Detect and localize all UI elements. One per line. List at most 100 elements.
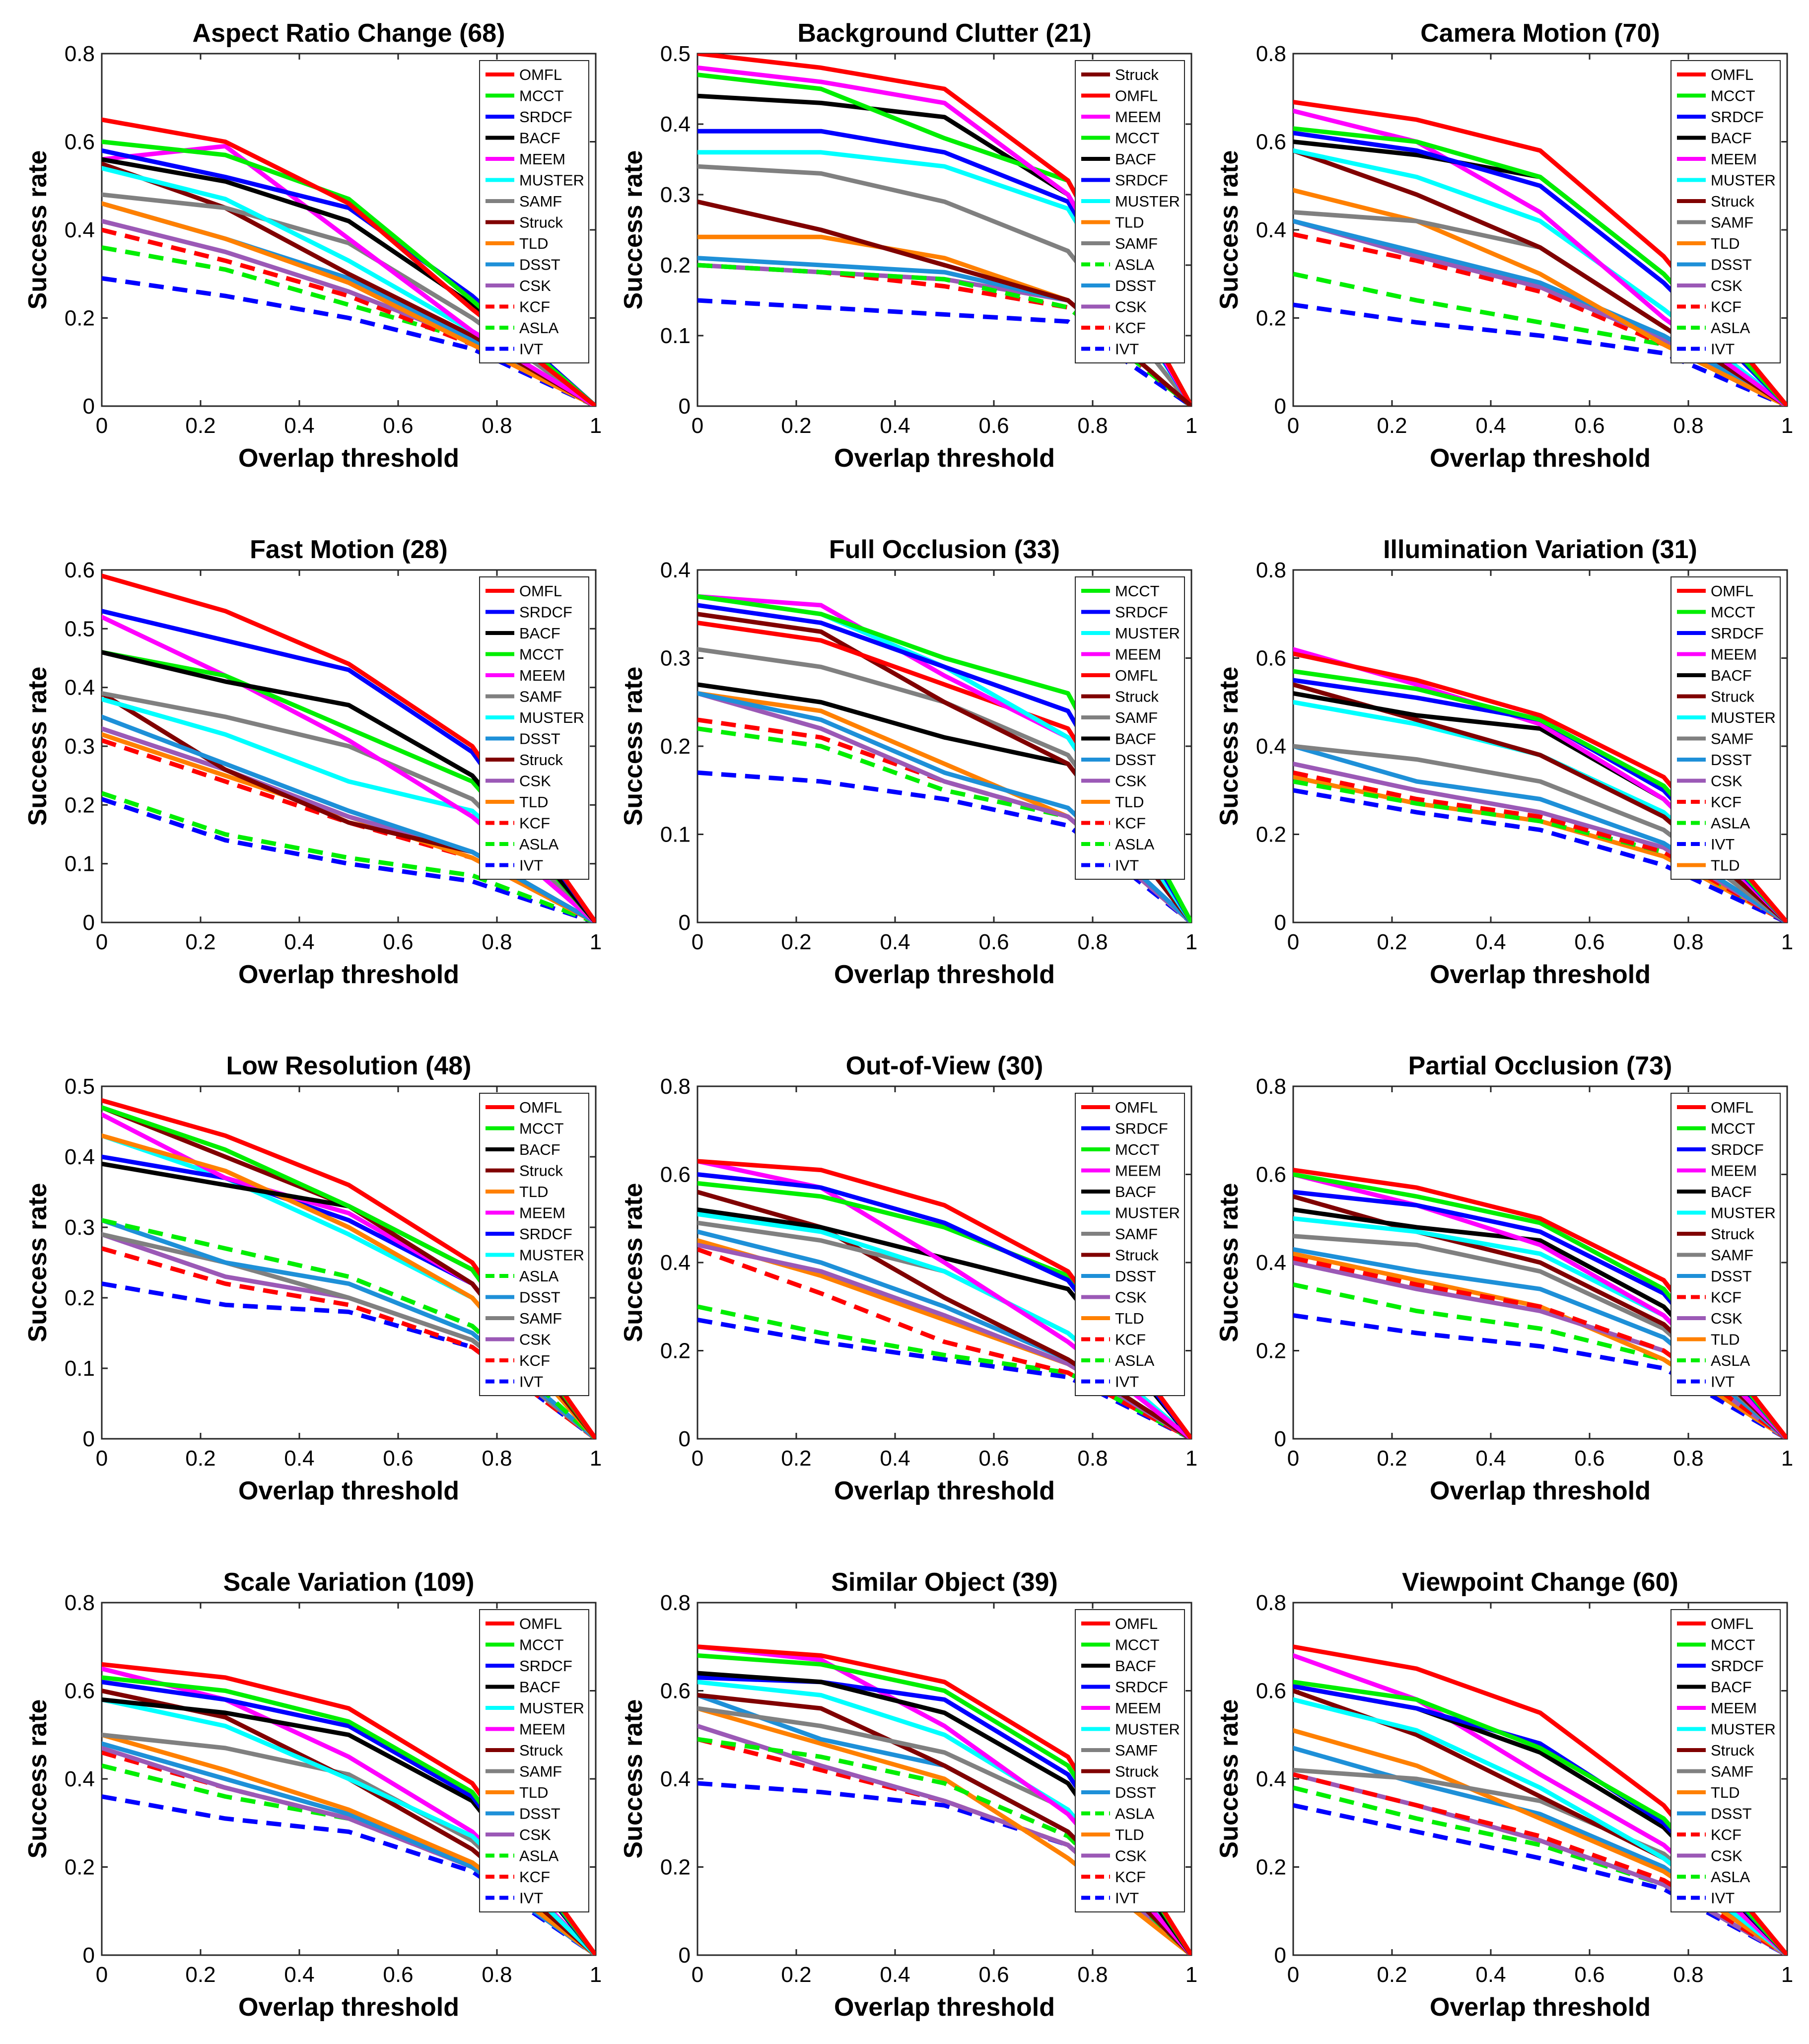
subplot-11: Similar Object (39) 0 0.2 0.4 0.6 0.8 1 0 0.2 0.4… <box>619 1568 1197 2022</box>
series-line-ivt <box>1293 788 1787 922</box>
subplot-6: Illumination Variation (31) 0 0.2 0.4 0.6 0.8… <box>1215 535 1793 989</box>
legend-label: SRDCF <box>1115 604 1168 621</box>
x-axis-label: Overlap threshold <box>834 1477 1055 1505</box>
legend-label: MCCT <box>1711 604 1755 621</box>
legend-label: SAMF <box>1115 1742 1158 1759</box>
y-tick-label: 0.2 <box>1256 823 1286 847</box>
x-tick-label: 0.2 <box>185 1963 215 1987</box>
series-line-ivt <box>102 276 596 406</box>
y-tick-label: 0 <box>1274 1943 1286 1968</box>
legend-label: BACF <box>1711 1183 1752 1200</box>
x-tick-label: 0.4 <box>880 1446 910 1471</box>
legend-label: MEEM <box>1711 646 1757 663</box>
y-tick-label: 0 <box>1274 1427 1286 1451</box>
legend-label: DSST <box>519 1289 560 1306</box>
x-tick-label: 1 <box>590 414 602 438</box>
legend-label: MUSTER <box>519 1247 584 1264</box>
legend-label: IVT <box>1115 1373 1139 1391</box>
legend-label: KCF <box>1115 319 1146 337</box>
legend-label: MEEM <box>1115 646 1161 663</box>
x-tick-label: 1 <box>590 930 602 954</box>
x-axis-label: Overlap threshold <box>1430 960 1651 989</box>
legend-label: BACF <box>519 130 560 147</box>
x-tick-label: 0.8 <box>1077 1446 1108 1471</box>
x-tick-label: 1 <box>1781 414 1793 438</box>
legend: OMFL MCCT SRDCF BACF MEEM MUSTER Struck SAMF TLD… <box>1670 1609 1781 1912</box>
legend-label: ASLA <box>1115 256 1155 274</box>
y-tick-label: 0.4 <box>1256 1251 1286 1275</box>
legend-label: MEEM <box>1711 1699 1757 1717</box>
legend-label: SAMF <box>1115 1225 1158 1243</box>
legend: OMFL SRDCF BACF MCCT MEEM SAMF MUSTER DSST Struc… <box>479 576 589 880</box>
legend: OMFL SRDCF MCCT MEEM BACF MUSTER SAMF Struck DSS… <box>1075 1093 1185 1396</box>
x-tick-label: 0.8 <box>1673 1963 1703 1987</box>
y-tick-label: 0.8 <box>660 1074 691 1099</box>
plot-title: Scale Variation (109) <box>223 1568 475 1597</box>
y-tick-label: 0.5 <box>65 617 95 641</box>
y-tick-label: 0.4 <box>65 1767 95 1791</box>
legend-label: CSK <box>519 1826 551 1843</box>
legend-label: MCCT <box>1711 87 1755 105</box>
legend-label: Struck <box>1115 1763 1159 1780</box>
legend-label: SRDCF <box>1711 1141 1764 1158</box>
legend-label: MCCT <box>519 646 564 663</box>
y-tick-label: 0.1 <box>65 1356 95 1381</box>
x-tick-label: 0.6 <box>978 1963 1009 1987</box>
legend-label: DSST <box>519 1805 560 1823</box>
legend-label: OMFL <box>1115 1615 1158 1632</box>
x-tick-label: 0.8 <box>1673 414 1703 438</box>
legend-label: SAMF <box>1711 1763 1753 1780</box>
legend-label: CSK <box>1115 1289 1147 1306</box>
legend-label: MUSTER <box>1711 172 1776 189</box>
y-axis-label: Success rate <box>1215 1699 1244 1859</box>
legend-label: MEEM <box>1711 150 1757 168</box>
x-tick-label: 0.6 <box>1574 1446 1604 1471</box>
x-tick-label: 1 <box>1781 1446 1793 1471</box>
series-line-asla <box>1293 272 1787 406</box>
legend-label: MEEM <box>519 1204 565 1222</box>
y-tick-label: 0 <box>679 1427 691 1451</box>
plot-title: Viewpoint Change (60) <box>1402 1568 1678 1597</box>
subplot-8: Out-of-View (30) 0 0.2 0.4 0.6 0.8 1 0 0.2 0.4 0.6… <box>619 1052 1197 1505</box>
legend-label: OMFL <box>1711 1615 1753 1632</box>
y-tick-label: 0.4 <box>1256 218 1286 242</box>
y-axis-label: Success rate <box>619 1183 648 1342</box>
y-tick-label: 0.4 <box>65 1145 95 1169</box>
y-tick-label: 0.3 <box>660 183 691 207</box>
subplot-7: Low Resolution (48) 0 0.2 0.4 0.6 0.8 1 0 0.1 0.2… <box>23 1052 602 1505</box>
legend-label: DSST <box>1711 1268 1752 1285</box>
subplot-3: Camera Motion (70) 0 0.2 0.4 0.6 0.8 1 0 0.2 0.4 0… <box>1215 19 1793 473</box>
legend-label: SRDCF <box>1711 1657 1764 1675</box>
legend-label: BACF <box>519 1141 560 1158</box>
legend-label: DSST <box>1711 256 1752 274</box>
y-tick-label: 0.2 <box>65 306 95 331</box>
series-line-asla <box>697 1304 1191 1439</box>
legend-label: ASLA <box>1711 1352 1750 1369</box>
legend-label: MCCT <box>1115 1636 1160 1654</box>
legend-label: KCF <box>519 1868 550 1886</box>
y-axis-label: Success rate <box>23 1699 52 1859</box>
legend-label: CSK <box>1711 1847 1742 1865</box>
y-tick-label: 0.3 <box>65 1215 95 1240</box>
legend-label: MCCT <box>519 1636 564 1654</box>
legend-label: IVT <box>1711 836 1735 853</box>
legend-label: ASLA <box>519 836 559 853</box>
x-tick-label: 0.4 <box>1475 1963 1506 1987</box>
x-axis-label: Overlap threshold <box>834 444 1055 473</box>
y-tick-label: 0.3 <box>65 734 95 759</box>
legend-label: BACF <box>1115 1183 1156 1200</box>
legend: OMFL MCCT SRDCF BACF MEEM MUSTER Struck SAMF TLD… <box>1670 60 1781 363</box>
y-tick-label: 0.4 <box>1256 1767 1286 1791</box>
legend-label: OMFL <box>1711 1099 1753 1116</box>
legend-label: SAMF <box>519 688 562 705</box>
legend-label: ASLA <box>1115 1352 1155 1369</box>
x-tick-label: 0.6 <box>383 414 413 438</box>
legend-label: Struck <box>519 1742 563 1759</box>
legend-label: MCCT <box>519 1120 564 1137</box>
x-axis-label: Overlap threshold <box>1430 1477 1651 1505</box>
legend-label: TLD <box>519 1784 549 1801</box>
plot-title: Illumination Variation (31) <box>1383 535 1697 564</box>
legend-label: ASLA <box>519 319 559 337</box>
x-tick-label: 1 <box>1781 930 1793 954</box>
x-tick-label: 1 <box>1185 1963 1197 1987</box>
